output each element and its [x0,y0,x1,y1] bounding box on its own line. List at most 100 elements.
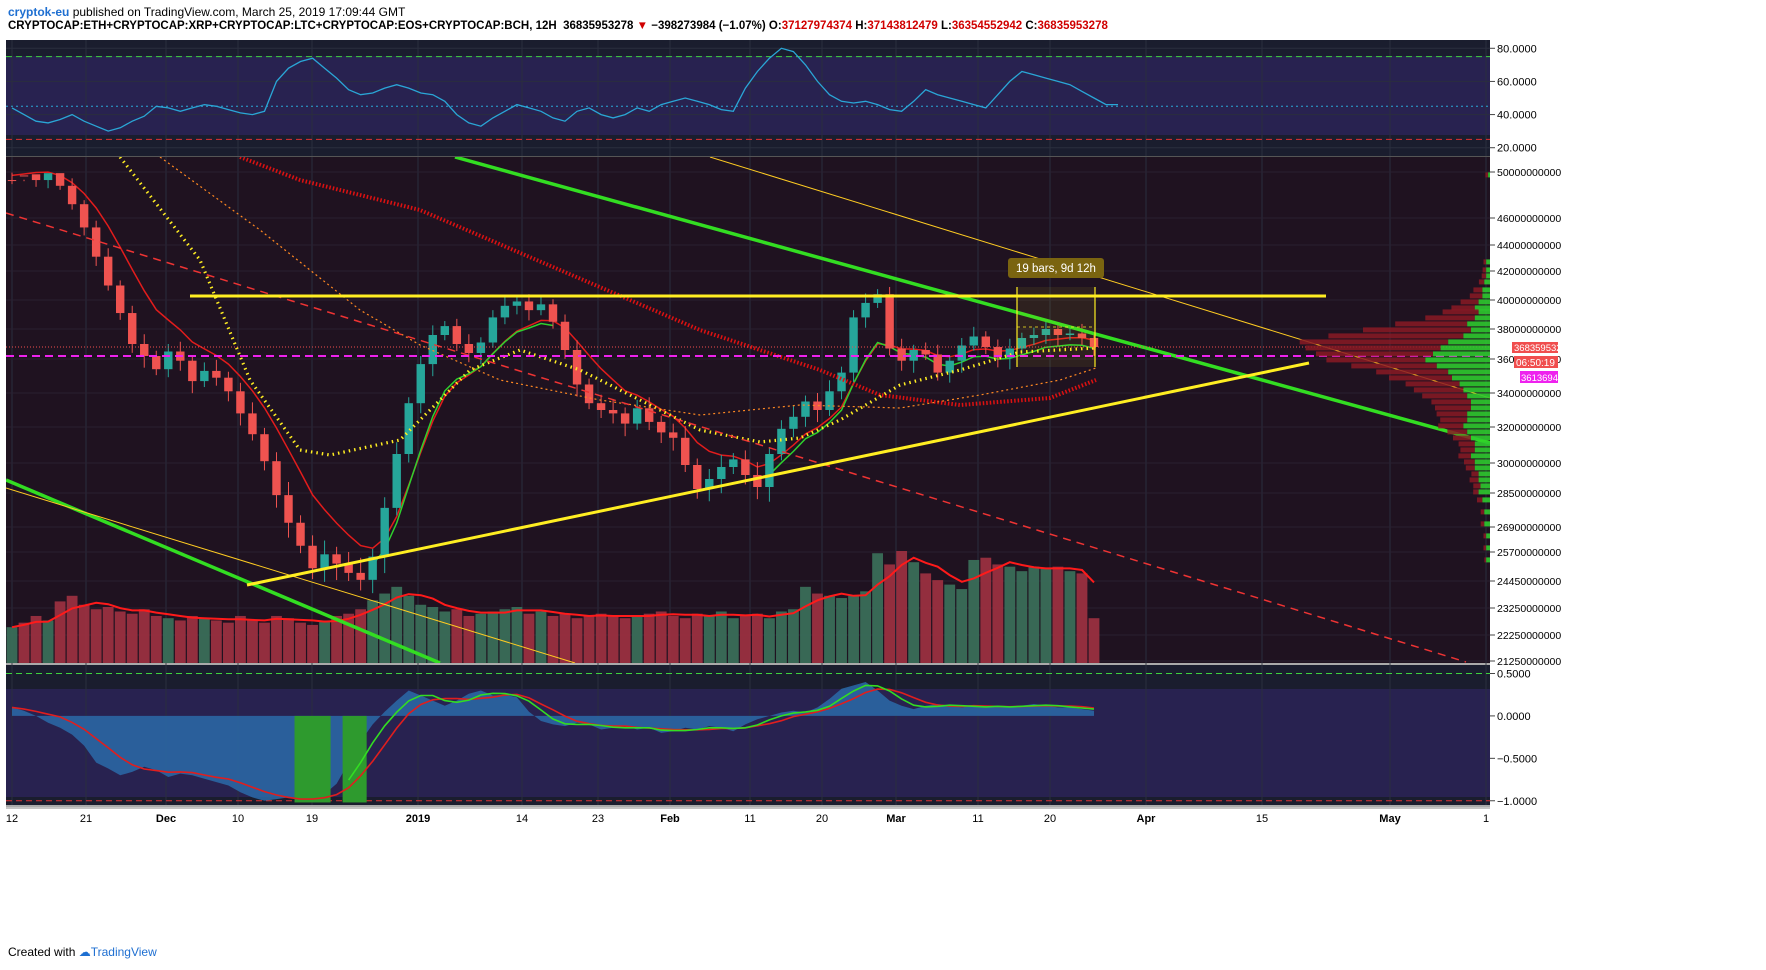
volume-bar [655,611,667,663]
candle-body [320,554,329,569]
volume-bar [295,622,306,663]
time-tick-label: 10 [232,813,244,825]
volume-bar [162,618,174,663]
volume-bar [6,627,18,663]
volume-profile-bar-sell [1465,465,1475,471]
osc-green-highlight [294,715,331,803]
candle-body [741,459,750,475]
candle-body [103,256,113,286]
price-tick-label: 22250000000 [1497,630,1561,642]
volume-profile-bar-sell [1395,321,1468,327]
volume-profile-bar-buy [1467,429,1490,435]
candle-body [452,326,462,344]
candle-body [7,180,17,182]
price-axis-background [1490,40,1566,808]
volume-profile-bar-buy [1474,459,1490,465]
volume-profile-bar-sell [1316,351,1433,357]
chart-canvas[interactable]: 80.0000 60.0000 40.0000 20.0000 50000000000… [0,38,1766,908]
volume-profile-bar-buy [1480,483,1490,489]
candle-body [140,344,149,356]
osc-tick-label: −0.5000 [1497,753,1537,765]
volume-bar [379,593,391,663]
volume-bar [307,624,318,663]
volume-profile-bar-buy [1463,387,1490,393]
volume-profile-bar-sell [1442,309,1479,315]
volume-bar [511,607,523,663]
candle-body [669,432,678,438]
price-series [6,157,1490,663]
volume-bar [331,615,343,663]
ema-100-line [118,157,1097,457]
volume-profile-bar-sell [1473,489,1479,495]
volume-bar [559,613,571,663]
volume-profile-bar-buy [1467,411,1490,417]
volume-profile-bar-buy [1467,417,1490,423]
author-link[interactable]: cryptok-eu [8,5,70,19]
volume-bar [475,613,487,663]
volume-profile-bar-buy [1467,321,1490,327]
time-tick-label: 11 [972,813,983,825]
volume-profile-bar-buy [1474,315,1490,321]
green-ema-segment [372,322,554,566]
volume-bar [1088,618,1100,663]
osc-axis[interactable]: 0.5000 0.0000 −0.5000 −1.0000 [1490,668,1537,808]
rsi-axis[interactable]: 80.0000 60.0000 40.0000 20.0000 [1490,43,1537,155]
candle-body [31,174,41,181]
candle-body [837,372,846,392]
volume-bar [355,609,367,663]
volume-profile-bar-buy [1486,557,1490,563]
volume-profile-bar-buy [1448,339,1490,345]
tradingview-link[interactable]: TradingView [90,945,157,959]
volume-profile-bar-buy [1474,305,1490,311]
last-price-tag [1512,342,1558,353]
price-change: −398273984 (−1.07%) [651,20,766,32]
symbol-name[interactable]: CRYPTOCAP:ETH+CRYPTOCAP:XRP+CRYPTOCAP:LT… [8,20,557,32]
volume-bar [715,611,727,663]
open-value: 37127974374 [781,20,853,32]
volume-bar [198,618,210,663]
measure-label-box[interactable] [1008,258,1104,278]
volume-bar [691,613,703,663]
volume-bar [186,615,198,663]
volume-profile-bar-buy [1474,441,1490,447]
candle-body [957,345,966,361]
volume-profile-bar-sell [1485,172,1489,178]
magenta-level-tag-text: 36136945406 [1521,373,1579,384]
volume-bar [259,622,270,663]
rsi-tick-label: 20.0000 [1497,143,1537,155]
candle-body [392,454,401,508]
volume-bar [968,559,980,663]
price-tick-label: 40000000000 [1497,295,1561,307]
volume-profile-bar-sell [1483,259,1487,265]
volume-bar [920,573,932,663]
candle-body [536,304,546,311]
volume-bar [1040,568,1052,663]
time-tick-label: May [1379,813,1401,825]
candle-body [632,408,642,424]
candle-body [753,475,762,487]
green-ema-segment [768,341,1095,476]
volume-profile-bar-buy [1478,489,1490,495]
time-tick-label: 12 [6,813,18,825]
volume-profile-bar-sell [1436,411,1468,417]
volume-bar [763,618,775,663]
volume-profile-bar-buy [1433,351,1490,357]
volume-profile-bar-buy [1484,521,1490,527]
volume-profile-bar-sell [1469,477,1479,483]
price-tick-label: 32000000000 [1497,422,1561,434]
candle-body [909,350,918,361]
volume-bar [391,586,403,663]
time-axis[interactable]: 12 21 Dec 10 19 2019 14 23 Feb 11 20 Mar 11 20 Apr 15 Ma… [6,807,1490,825]
volume-profile-bar-buy [1471,405,1490,411]
time-tick-label: 2019 [406,813,430,825]
tradingview-logo-icon[interactable]: ☁ [78,945,91,959]
candle-body [272,461,281,496]
volume-profile-bar-sell [1473,483,1481,489]
volume-bar [583,615,595,663]
volume-profile-bar-buy [1474,447,1490,453]
volume-bar [776,611,787,663]
candle-body [644,408,654,422]
candle-body [308,545,317,569]
volume-bar [908,562,920,663]
volume-bar [992,564,1004,663]
